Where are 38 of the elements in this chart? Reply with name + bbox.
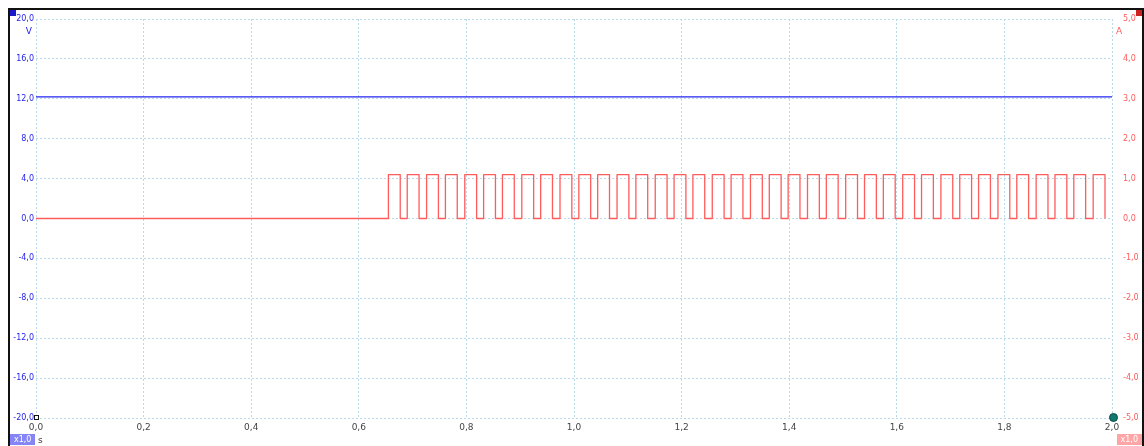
x-tick-label: 0,8 (459, 421, 474, 432)
y2-tick-label: -1,0 (1123, 253, 1139, 263)
y-tick-label: 12,0 (16, 93, 34, 103)
x-tick-label: 0,2 (136, 421, 151, 432)
y2-tick-label: 2,0 (1123, 133, 1136, 143)
y-tick-label: 0,0 (21, 213, 34, 223)
x-tick-label: 0,4 (244, 421, 259, 432)
text: x1,0 (1116, 434, 1142, 445)
y2-tick-label: -2,0 (1123, 293, 1139, 303)
y-tick-label: -12,0 (13, 333, 34, 343)
x-axis-title: s (38, 434, 43, 445)
y-tick-label: 20,0 (16, 14, 34, 24)
y2-tick-label: -3,0 (1123, 333, 1139, 343)
y-tick-label: 8,0 (21, 133, 34, 143)
y-axis-title: V (25, 25, 33, 36)
x-tick-label: 0,0 (28, 421, 44, 432)
y2-tick-label: 0,0 (1123, 213, 1136, 223)
y2-tick-label: 3,0 (1123, 93, 1136, 103)
y2-tick-label: -4,0 (1123, 373, 1139, 383)
y2-tick-label: 1,0 (1123, 173, 1136, 183)
x-tick-label: 1,8 (997, 421, 1012, 432)
y-tick-label: 4,0 (21, 173, 34, 183)
y2-axis-title: A (1116, 25, 1123, 36)
x-tick-label: 1,0 (566, 421, 582, 432)
y2-tick-label: -5,0 (1123, 413, 1139, 423)
x-tick-label: 2,0 (1104, 421, 1120, 432)
y-tick-label: -8,0 (18, 293, 34, 303)
y2-tick-label: 5,0 (1123, 14, 1136, 24)
text: x1,0 (10, 434, 36, 445)
x-tick-label: 1,6 (889, 421, 905, 432)
x-tick-label: 1,4 (782, 421, 797, 432)
x-tick-label: 1,2 (674, 421, 689, 432)
y-tick-label: 16,0 (16, 53, 34, 63)
y-tick-label: -16,0 (13, 373, 34, 383)
y-tick-label: -20,0 (13, 413, 34, 423)
y-tick-label: -4,0 (18, 253, 34, 263)
x-tick-label: 0,6 (351, 421, 367, 432)
y2-tick-label: 4,0 (1123, 53, 1136, 63)
